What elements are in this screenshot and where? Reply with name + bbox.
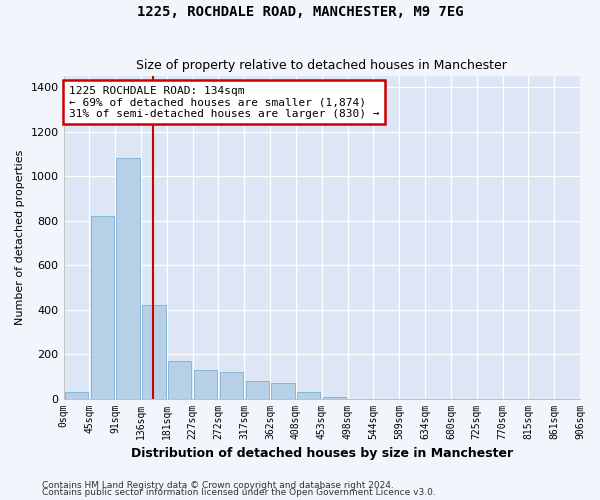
Bar [194, 370, 217, 398]
Bar [142, 305, 166, 398]
Text: 1225 ROCHDALE ROAD: 134sqm
← 69% of detached houses are smaller (1,874)
31% of s: 1225 ROCHDALE ROAD: 134sqm ← 69% of deta… [69, 86, 379, 119]
Text: Contains public sector information licensed under the Open Government Licence v3: Contains public sector information licen… [42, 488, 436, 497]
Bar [220, 372, 243, 398]
Bar [91, 216, 114, 398]
Bar [245, 381, 269, 398]
Title: Size of property relative to detached houses in Manchester: Size of property relative to detached ho… [136, 59, 507, 72]
Bar [297, 392, 320, 398]
Bar [65, 392, 88, 398]
Y-axis label: Number of detached properties: Number of detached properties [15, 150, 25, 325]
Bar [116, 158, 140, 398]
Text: Contains HM Land Registry data © Crown copyright and database right 2024.: Contains HM Land Registry data © Crown c… [42, 480, 394, 490]
Text: 1225, ROCHDALE ROAD, MANCHESTER, M9 7EG: 1225, ROCHDALE ROAD, MANCHESTER, M9 7EG [137, 5, 463, 19]
X-axis label: Distribution of detached houses by size in Manchester: Distribution of detached houses by size … [131, 447, 513, 460]
Bar [271, 383, 295, 398]
Bar [168, 360, 191, 399]
